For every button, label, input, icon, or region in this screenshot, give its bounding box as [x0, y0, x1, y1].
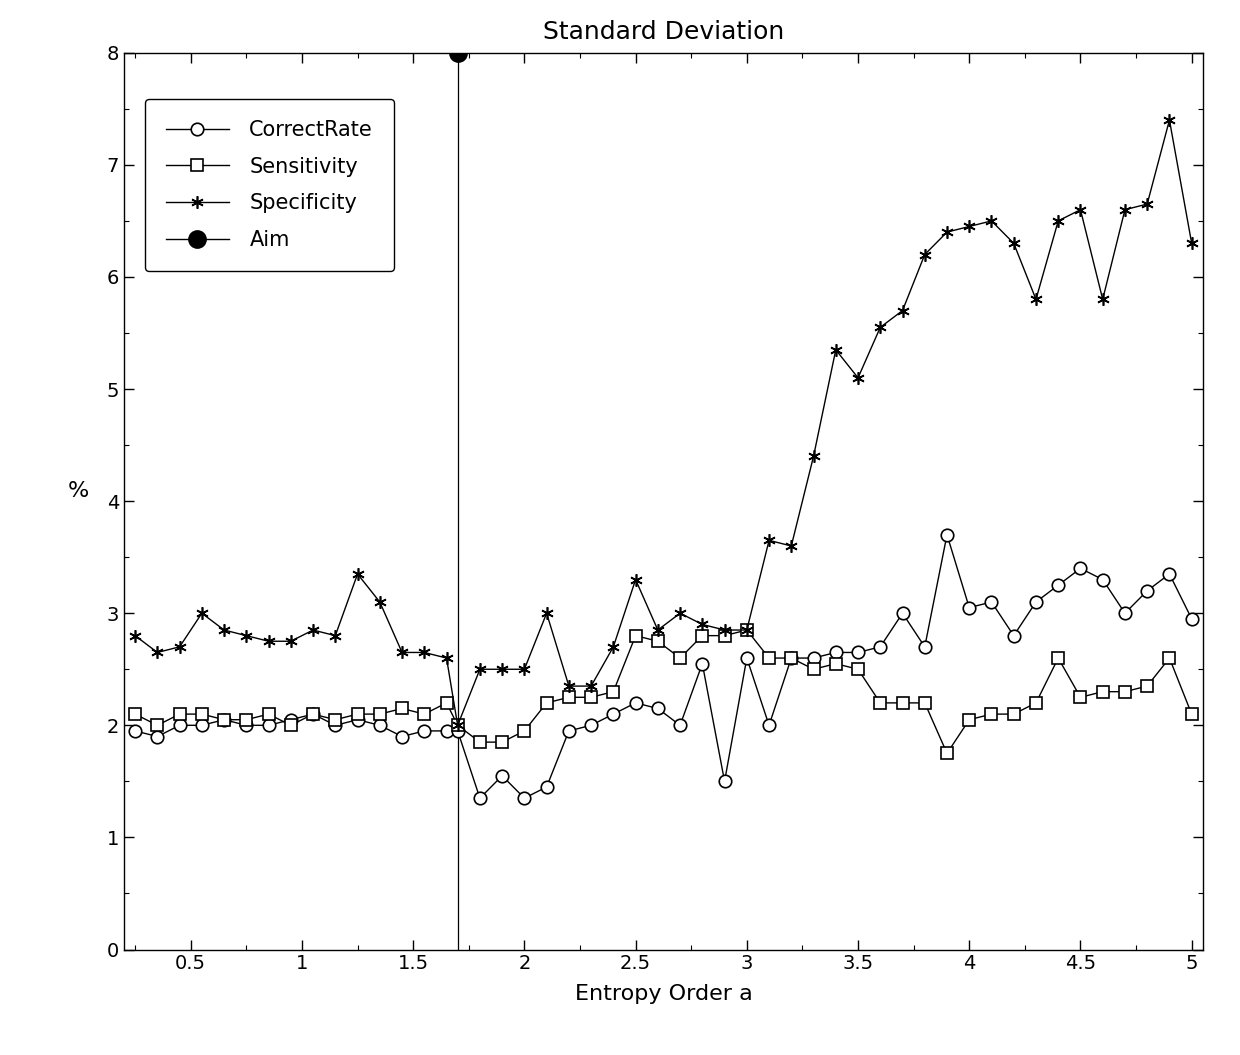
Y-axis label: %: %	[68, 481, 89, 501]
Title: Standard Deviation: Standard Deviation	[543, 20, 784, 44]
X-axis label: Entropy Order a: Entropy Order a	[574, 984, 753, 1004]
Legend: CorrectRate, Sensitivity, Specificity, Aim: CorrectRate, Sensitivity, Specificity, A…	[145, 99, 394, 271]
